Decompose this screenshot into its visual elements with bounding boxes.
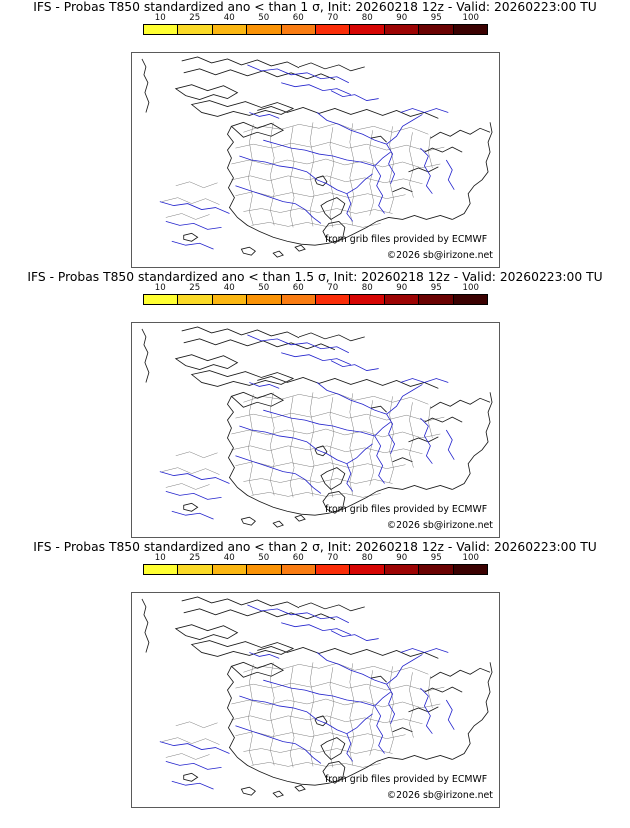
colorbar-segment [247,295,282,304]
colorbar-segment [419,25,454,34]
colorbar-segment [384,25,420,34]
colorbar-segment [350,25,385,34]
coastlines [141,56,493,258]
colorbar-tick-label: 50 [258,283,270,293]
colorbar-segment [350,295,385,304]
colorbar-tick-label: 90 [396,13,408,23]
colorbar-segment [247,565,282,574]
map-source-credit: from grib files provided by ECMWF [325,774,488,785]
department-borders [161,122,445,228]
colorbar-segment [178,25,213,34]
map-copyright-credit: ©2026 sb@irizone.net [386,790,493,801]
map-area[interactable]: from grib files provided by ECMWF ©2026 s… [131,322,500,538]
base-map [141,56,493,258]
colorbar-tick-label: 100 [462,283,479,293]
colorbar-tick-label: 25 [189,283,201,293]
coastlines [141,326,493,528]
colorbar-gradient [143,294,488,305]
coastlines [141,596,493,798]
map-copyright-credit: ©2026 sb@irizone.net [386,520,493,531]
panel-title: IFS - Probas T850 standardized ano < tha… [33,540,597,554]
colorbar-ticks: 10 25 40 50 60 70 80 90 95 100 [143,283,488,294]
colorbar-segment [419,565,454,574]
colorbar-tick-label: 80 [361,553,373,563]
colorbar-tick-label: 10 [154,553,166,563]
map-copyright-credit: ©2026 sb@irizone.net [386,250,493,261]
colorbar-tick-label: 100 [462,13,479,23]
colorbar-tick-label: 60 [292,13,304,23]
rivers [159,604,455,790]
base-map [141,326,493,528]
map-source-credit: from grib files provided by ECMWF [325,504,488,515]
colorbar-tick-label: 50 [258,13,270,23]
colorbar-segment [453,565,488,574]
colorbar-segment [384,295,420,304]
department-borders [161,392,445,498]
panel-title: IFS - Probas T850 standardized ano < tha… [33,0,597,14]
colorbar-segment [453,25,488,34]
colorbar-gradient [143,24,488,35]
colorbar-segment [144,565,179,574]
colorbar-segment [384,565,420,574]
colorbar-tick-label: 100 [462,553,479,563]
colorbar-tick-label: 60 [292,553,304,563]
colorbar-segment [316,565,351,574]
colorbar-segment [281,25,317,34]
colorbar-segment [144,295,179,304]
colorbar-tick-label: 40 [223,283,235,293]
colorbar-tick-label: 25 [189,13,201,23]
colorbar-gradient [143,564,488,575]
rivers [159,64,455,250]
colorbar-segment [178,565,213,574]
colorbar-segment [144,25,179,34]
colorbar-segment [316,25,351,34]
map-area[interactable]: from grib files provided by ECMWF ©2026 s… [131,52,500,268]
colorbar-tick-label: 25 [189,553,201,563]
colorbar-segment [212,565,248,574]
colorbar-tick-label: 90 [396,553,408,563]
colorbar-segment [316,295,351,304]
colorbar-tick-label: 70 [327,553,339,563]
base-map [141,596,493,798]
colorbar-ticks: 10 25 40 50 60 70 80 90 95 100 [143,13,488,24]
colorbar-tick-label: 80 [361,13,373,23]
colorbar-segment [178,295,213,304]
colorbar-tick-label: 40 [223,553,235,563]
colorbar-tick-label: 70 [327,13,339,23]
colorbar-segment [247,25,282,34]
map-source-credit: from grib files provided by ECMWF [325,234,488,245]
colorbar: 10 25 40 50 60 70 80 90 95 100 [143,283,488,308]
colorbar-segment [350,565,385,574]
colorbar-tick-label: 50 [258,553,270,563]
colorbar-tick-label: 80 [361,283,373,293]
colorbar-tick-label: 10 [154,13,166,23]
colorbar-segment [453,295,488,304]
department-borders [161,662,445,768]
map-area[interactable]: from grib files provided by ECMWF ©2026 s… [131,592,500,808]
colorbar-ticks: 10 25 40 50 60 70 80 90 95 100 [143,553,488,564]
colorbar-tick-label: 95 [430,553,442,563]
colorbar-tick-label: 90 [396,283,408,293]
colorbar-tick-label: 95 [430,13,442,23]
colorbar-segment [281,295,317,304]
colorbar-tick-label: 10 [154,283,166,293]
colorbar-tick-label: 70 [327,283,339,293]
colorbar-segment [212,25,248,34]
colorbar-segment [419,295,454,304]
colorbar-segment [212,295,248,304]
colorbar: 10 25 40 50 60 70 80 90 95 100 [143,13,488,38]
panel-title: IFS - Probas T850 standardized ano < tha… [27,270,603,284]
colorbar-tick-label: 95 [430,283,442,293]
colorbar-tick-label: 40 [223,13,235,23]
colorbar-segment [281,565,317,574]
colorbar-tick-label: 60 [292,283,304,293]
rivers [159,334,455,520]
colorbar: 10 25 40 50 60 70 80 90 95 100 [143,553,488,578]
